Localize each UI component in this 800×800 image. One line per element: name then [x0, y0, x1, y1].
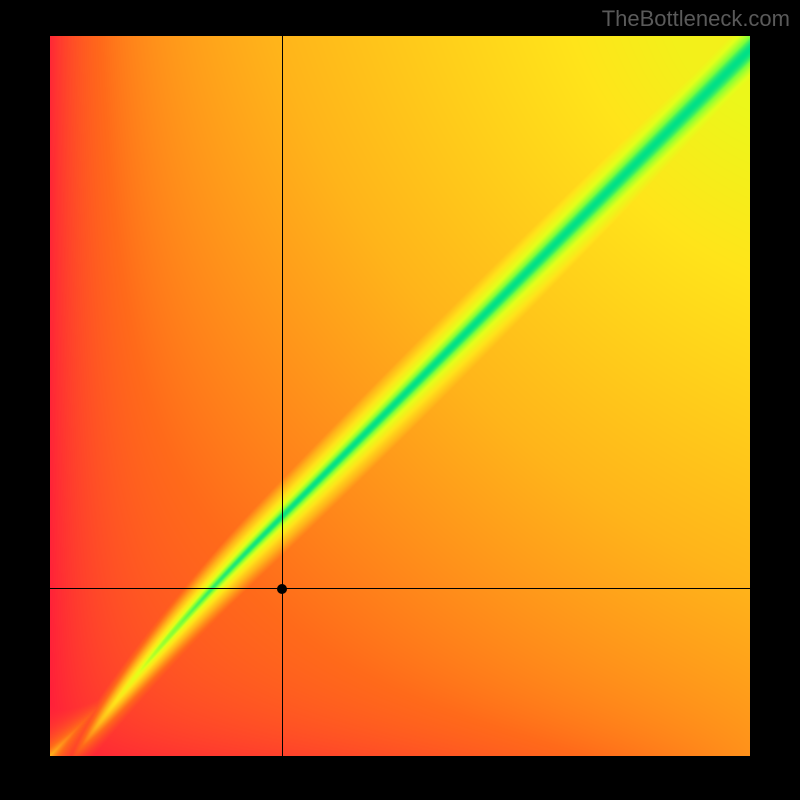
watermark-text: TheBottleneck.com — [602, 6, 790, 32]
data-point-marker — [277, 584, 287, 594]
plot-area — [50, 36, 750, 756]
crosshair-horizontal — [50, 588, 750, 589]
crosshair-vertical — [282, 36, 283, 756]
chart-container: TheBottleneck.com — [0, 0, 800, 800]
heatmap-canvas — [50, 36, 750, 756]
